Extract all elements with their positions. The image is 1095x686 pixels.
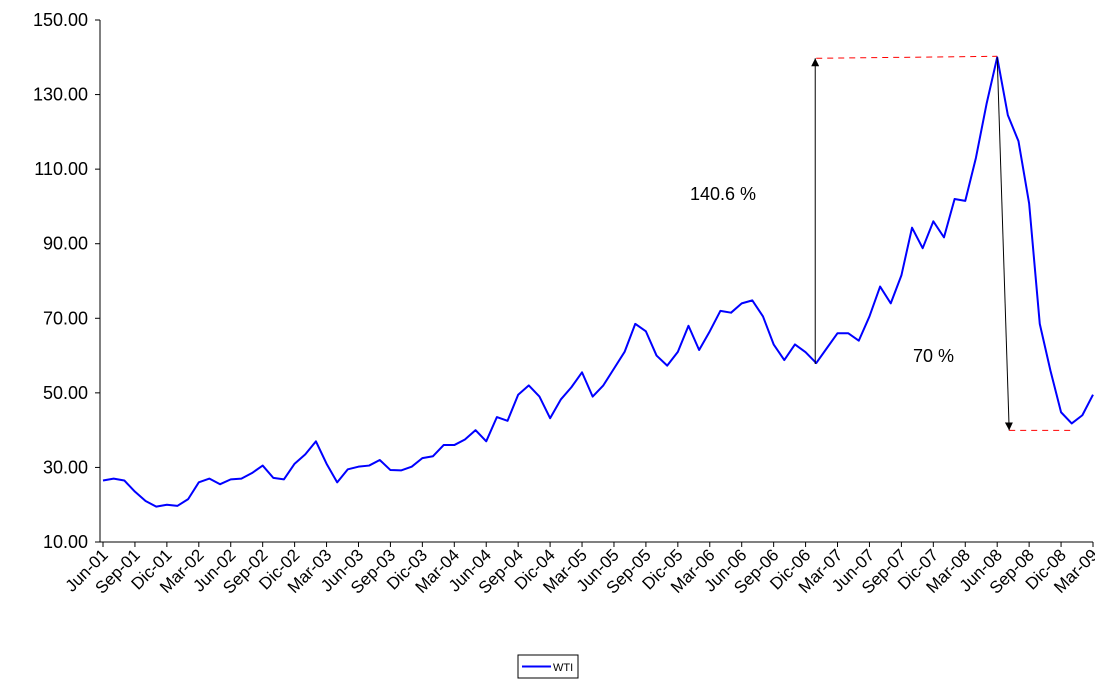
y-tick-label: 30.00 [43, 457, 88, 477]
y-tick-label: 50.00 [43, 383, 88, 403]
y-tick-label: 70.00 [43, 308, 88, 328]
y-tick-label: 10.00 [43, 532, 88, 552]
y-tick-label: 110.00 [34, 159, 88, 179]
y-tick-label: 90.00 [43, 234, 88, 254]
line [102, 56, 1094, 508]
dashed-line [816, 55, 998, 59]
legend-label: WTI [553, 662, 573, 674]
annotation: 70 % [913, 346, 954, 366]
y-tick-label: 130.00 [33, 85, 88, 105]
legend: WTI [517, 654, 579, 679]
y-tick-label: 150.00 [33, 10, 88, 30]
annotation: 140.6 % [690, 184, 756, 204]
arrow [996, 57, 1013, 431]
